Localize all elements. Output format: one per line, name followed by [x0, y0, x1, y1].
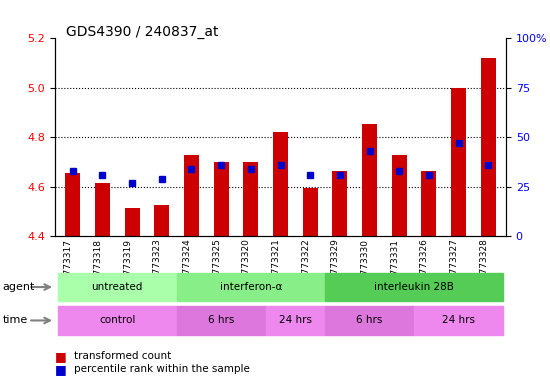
Bar: [266, 306, 325, 335]
Bar: [58, 306, 177, 335]
Bar: [302, 188, 317, 236]
Text: 6 hrs: 6 hrs: [208, 315, 234, 326]
Bar: [214, 162, 229, 236]
Text: GSM773324: GSM773324: [183, 238, 191, 293]
Text: GSM773331: GSM773331: [390, 238, 399, 294]
Bar: [451, 88, 466, 236]
Text: GSM773320: GSM773320: [242, 238, 251, 293]
Bar: [177, 273, 325, 301]
Bar: [332, 170, 347, 236]
Bar: [65, 173, 80, 236]
Bar: [125, 208, 140, 236]
Text: ■: ■: [55, 363, 67, 376]
Bar: [414, 306, 503, 335]
Text: GSM773321: GSM773321: [272, 238, 280, 293]
Text: ■: ■: [55, 350, 67, 363]
Text: GSM773330: GSM773330: [360, 238, 370, 294]
Text: GDS4390 / 240837_at: GDS4390 / 240837_at: [66, 25, 218, 39]
Bar: [362, 124, 377, 236]
Text: agent: agent: [3, 282, 35, 292]
Text: GSM773317: GSM773317: [64, 238, 73, 294]
Bar: [58, 273, 177, 301]
Text: GSM773328: GSM773328: [479, 238, 488, 293]
Text: interferon-α: interferon-α: [219, 282, 282, 292]
Text: GSM773318: GSM773318: [94, 238, 102, 294]
Text: time: time: [3, 315, 28, 326]
Text: GSM773322: GSM773322: [301, 238, 310, 293]
Bar: [177, 306, 266, 335]
Text: transformed count: transformed count: [74, 351, 172, 361]
Bar: [481, 58, 496, 236]
Text: 24 hrs: 24 hrs: [442, 315, 475, 326]
Text: GSM773319: GSM773319: [123, 238, 132, 294]
Bar: [273, 132, 288, 236]
Text: GSM773329: GSM773329: [331, 238, 340, 293]
Bar: [244, 162, 258, 236]
Text: 24 hrs: 24 hrs: [279, 315, 312, 326]
Bar: [184, 155, 199, 236]
Bar: [325, 273, 503, 301]
Text: control: control: [99, 315, 135, 326]
Bar: [95, 183, 110, 236]
Text: interleukin 28B: interleukin 28B: [374, 282, 454, 292]
Bar: [392, 155, 406, 236]
Text: untreated: untreated: [92, 282, 143, 292]
Text: 6 hrs: 6 hrs: [356, 315, 383, 326]
Bar: [421, 170, 436, 236]
Text: percentile rank within the sample: percentile rank within the sample: [74, 364, 250, 374]
Text: GSM773326: GSM773326: [420, 238, 429, 293]
Text: GSM773325: GSM773325: [212, 238, 221, 293]
Text: GSM773323: GSM773323: [153, 238, 162, 293]
Text: GSM773327: GSM773327: [449, 238, 459, 293]
Bar: [325, 306, 414, 335]
Bar: [155, 205, 169, 236]
